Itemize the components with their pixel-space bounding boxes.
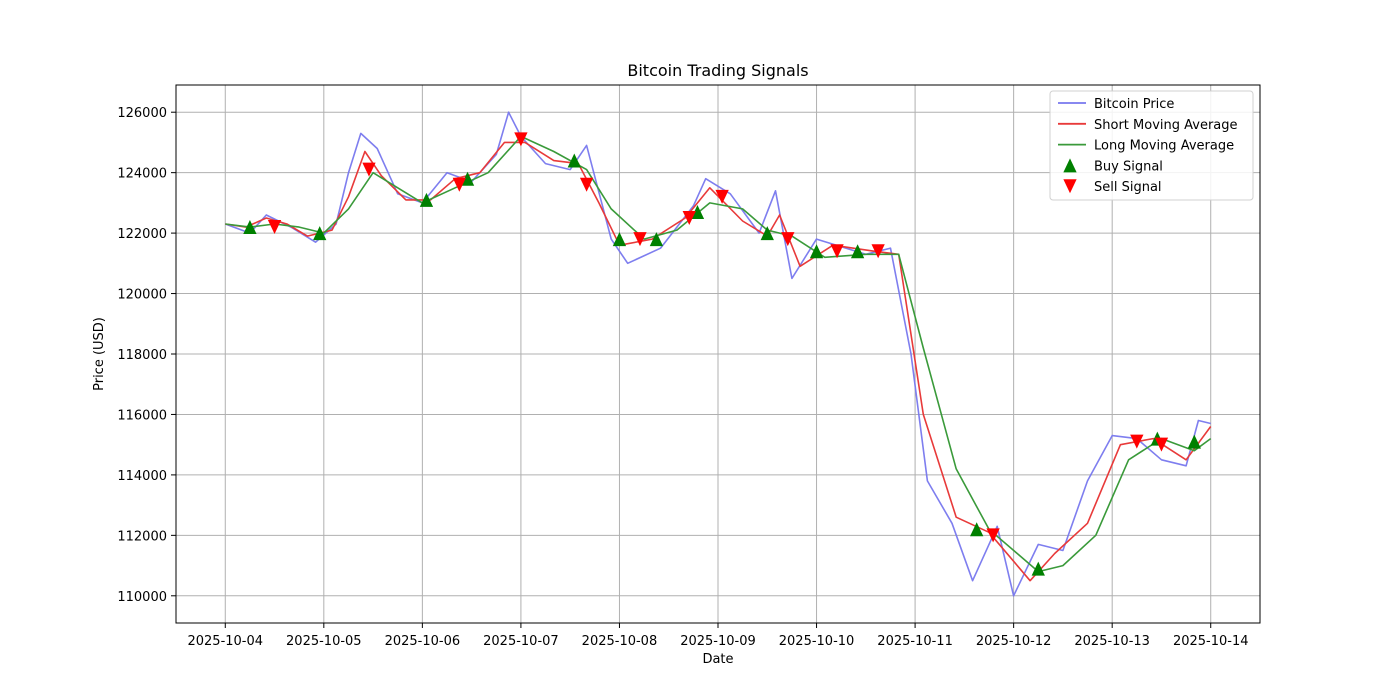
short-moving-average-line <box>225 141 1212 582</box>
y-tick-label: 126000 <box>117 106 167 121</box>
x-tick-label: 2025-10-12 <box>976 634 1052 649</box>
x-tick-label: 2025-10-04 <box>187 634 263 649</box>
sell-signal-marker <box>1130 434 1144 449</box>
buy-signal-marker <box>809 244 824 259</box>
buy-signal-marker <box>419 192 434 207</box>
y-tick-label: 122000 <box>117 227 167 242</box>
sell-signal-marker <box>579 177 594 192</box>
sell-signal-marker <box>781 232 795 247</box>
sell-signal-marker <box>682 210 696 225</box>
sell-signal-marker <box>452 177 466 192</box>
bitcoin-price-line <box>225 111 1211 597</box>
legend-swatch-buy-signal <box>1063 158 1077 173</box>
y-tick-label: 120000 <box>117 288 167 303</box>
chart-title: Bitcoin Trading Signals <box>627 61 808 80</box>
sell-signal-marker <box>715 189 729 204</box>
sell-signal-marker <box>267 220 282 235</box>
buy-signal-marker <box>690 204 705 219</box>
y-tick-label: 124000 <box>117 167 167 182</box>
x-axis-label: Date <box>702 652 733 667</box>
buy-signal-marker <box>850 244 865 259</box>
y-axis-ticks: 110000 112000 114000 116000 118000 120000 1220… <box>117 106 176 605</box>
y-tick-label: 110000 <box>117 590 167 605</box>
buy-signal-marker <box>760 226 774 241</box>
legend-box <box>1049 90 1254 201</box>
buy-signal-marker <box>970 522 984 537</box>
legend-label-buy-signal: Buy Signal <box>1094 159 1163 174</box>
buy-signal-marker <box>1031 561 1045 576</box>
x-tick-label: 2025-10-05 <box>286 634 362 649</box>
buy-signal-marker <box>1187 434 1201 449</box>
x-tick-label: 2025-10-13 <box>1074 634 1150 649</box>
legend-label-long-moving-average: Long Moving Average <box>1094 139 1234 154</box>
sell-signal-marker <box>830 244 844 259</box>
sell-signal-marker <box>362 162 376 177</box>
sell-signal-marker <box>1154 437 1169 452</box>
y-tick-label: 112000 <box>117 529 167 544</box>
y-tick-label: 118000 <box>117 348 167 363</box>
x-axis-ticks: 2025-10-04 2025-10-05 2025-10-06 2025-10-07… <box>187 623 1249 649</box>
buy-signal-marker <box>460 171 475 186</box>
plot-area <box>225 111 1212 597</box>
sell-signal-marker <box>986 528 1000 543</box>
buy-signal-marker <box>313 226 327 241</box>
legend-swatch-sell-signal <box>1063 179 1077 194</box>
x-tick-label: 2025-10-11 <box>877 634 953 649</box>
sell-signal-marker <box>871 244 885 259</box>
x-tick-label: 2025-10-08 <box>582 634 658 649</box>
legend-label-short-moving-average: Short Moving Average <box>1094 118 1238 133</box>
x-tick-label: 2025-10-06 <box>385 634 461 649</box>
x-tick-label: 2025-10-07 <box>483 634 559 649</box>
x-tick-label: 2025-10-09 <box>680 634 756 649</box>
buy-signal-marker <box>649 232 664 247</box>
legend-label-sell-signal: Sell Signal <box>1094 180 1162 195</box>
legend-label-bitcoin-price: Bitcoin Price <box>1094 97 1174 112</box>
legend: Bitcoin Price Short Moving Average Long Mo… <box>1049 90 1254 201</box>
x-tick-label: 2025-10-10 <box>779 634 855 649</box>
x-tick-label: 2025-10-14 <box>1173 634 1249 649</box>
sell-signal-marker <box>514 132 528 147</box>
y-axis-label: Price (USD) <box>92 317 107 391</box>
sell-signal-marker <box>633 232 647 247</box>
y-tick-label: 116000 <box>117 408 167 423</box>
buy-signal-marker <box>567 153 581 168</box>
y-tick-label: 114000 <box>117 469 167 484</box>
buy-signal-marker <box>612 232 627 247</box>
buy-signal-marker <box>243 220 257 235</box>
